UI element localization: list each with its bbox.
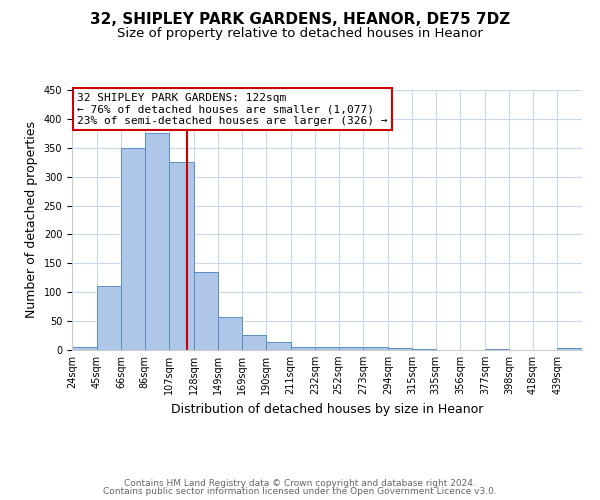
Bar [242,335,266,350]
Y-axis label: Number of detached properties: Number of detached properties [25,122,38,318]
Text: 32 SHIPLEY PARK GARDENS: 122sqm
← 76% of detached houses are smaller (1,077)
23%: 32 SHIPLEY PARK GARDENS: 122sqm ← 76% of… [77,92,388,126]
Bar [338,346,363,350]
Bar [218,317,242,350]
Bar [194,272,218,350]
Bar [363,347,388,350]
Text: Size of property relative to detached houses in Heanor: Size of property relative to detached ho… [117,28,483,40]
Bar [121,148,145,350]
Text: 32, SHIPLEY PARK GARDENS, HEANOR, DE75 7DZ: 32, SHIPLEY PARK GARDENS, HEANOR, DE75 7… [90,12,510,28]
X-axis label: Distribution of detached houses by size in Heanor: Distribution of detached houses by size … [171,402,483,415]
Bar [169,162,194,350]
Bar [388,348,412,350]
Bar [557,348,582,350]
Bar [72,347,97,350]
Bar [291,346,316,350]
Bar [97,286,121,350]
Bar [266,342,291,350]
Bar [316,347,338,350]
Bar [145,134,169,350]
Text: Contains HM Land Registry data © Crown copyright and database right 2024.: Contains HM Land Registry data © Crown c… [124,478,476,488]
Text: Contains public sector information licensed under the Open Government Licence v3: Contains public sector information licen… [103,487,497,496]
